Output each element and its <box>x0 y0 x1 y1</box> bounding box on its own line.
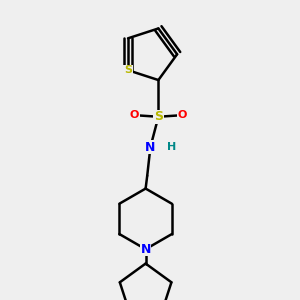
Text: H: H <box>167 142 176 152</box>
Text: N: N <box>145 141 156 154</box>
Text: N: N <box>140 243 151 256</box>
Text: S: S <box>154 110 163 123</box>
Text: S: S <box>124 65 132 75</box>
Text: O: O <box>178 110 187 120</box>
Text: O: O <box>130 110 139 120</box>
